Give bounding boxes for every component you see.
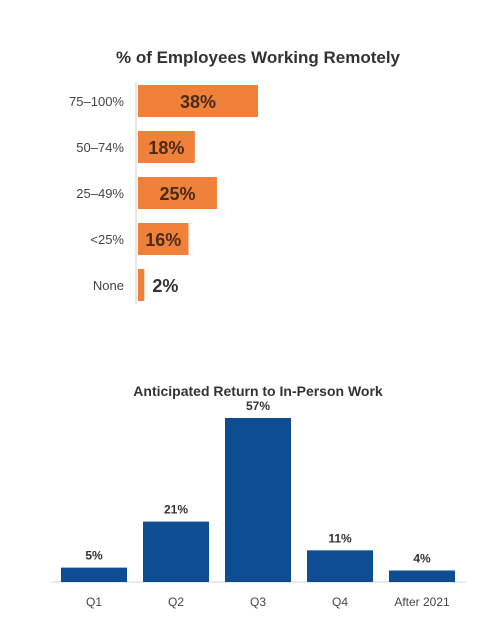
bar (389, 570, 455, 582)
category-label: 25–49% (76, 186, 124, 201)
value-label: 57% (246, 399, 270, 413)
bar (143, 521, 209, 582)
bar (138, 177, 217, 209)
bar (138, 131, 195, 163)
value-label: 5% (85, 549, 103, 563)
category-label: <25% (90, 232, 124, 247)
value-label: 38% (180, 92, 216, 112)
chart-title: % of Employees Working Remotely (116, 48, 401, 67)
value-label: 4% (413, 551, 431, 565)
bar (138, 223, 189, 255)
bar (138, 85, 258, 117)
bar (225, 418, 291, 582)
bar (138, 269, 145, 301)
category-label: Q3 (250, 595, 266, 609)
bar (61, 567, 127, 582)
category-label: Q4 (332, 595, 348, 609)
category-label: Q1 (86, 595, 102, 609)
bars-group: 75–100% 38% 50–74% 18% 25–49% 25% <25% 16% None 2… (69, 85, 258, 301)
category-label: 50–74% (76, 140, 124, 155)
value-label: 21% (164, 503, 188, 517)
chart-title: Anticipated Return to In-Person Work (133, 383, 383, 399)
value-label: 11% (328, 531, 352, 545)
category-label: After 2021 (394, 595, 450, 609)
category-label: 75–100% (69, 94, 124, 109)
bar (307, 550, 373, 582)
remote-work-chart: % of Employees Working Remotely 75–100% 3… (69, 48, 401, 304)
value-label: 16% (145, 230, 181, 250)
value-label: 25% (159, 184, 195, 204)
value-label: 18% (148, 138, 184, 158)
category-label: None (93, 278, 124, 293)
category-label: Q2 (168, 595, 184, 609)
bars-group: 5% Q1 21% Q2 57% Q3 11% Q4 4% After 2021 (61, 399, 455, 609)
value-label: 2% (152, 276, 178, 296)
